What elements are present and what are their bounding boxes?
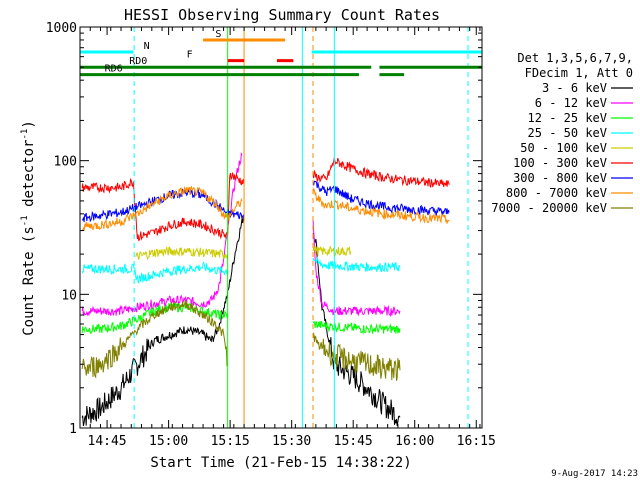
y-axis-label: Count Rate (s-1 detector-1) — [20, 120, 37, 336]
legend-label-800-7000-kev: 800 - 7000 keV — [506, 186, 607, 200]
series-7000-20000-kev — [81, 299, 401, 381]
series-line-12-25-kev-1 — [312, 321, 401, 335]
x-tick-label-3: 15:30 — [272, 434, 311, 449]
series-800-7000-kev — [81, 185, 450, 232]
series-line-6-12-kev-1 — [312, 218, 401, 318]
legend-label-7000-20000-kev: 7000 - 20000 keV — [491, 201, 607, 215]
legend-label-50-100-kev: 50 - 100 keV — [520, 141, 607, 155]
series-line-3-6-kev-0 — [81, 213, 245, 427]
legend: Det 1,3,5,6,7,9, FDecim 1, Att 0 3 - 6 k… — [491, 51, 633, 215]
plot-frame — [79, 26, 483, 429]
legend-label-300-800-kev: 300 - 800 keV — [513, 171, 607, 185]
x-tick-label-2: 15:15 — [211, 434, 250, 449]
y-axis-label-exp2: -1 — [20, 129, 30, 140]
series-25-50-kev — [81, 256, 401, 284]
y-axis-label-exp1: -1 — [20, 215, 30, 226]
series-300-800-kev — [81, 180, 450, 223]
y-tick-label-1: 10 — [61, 288, 77, 303]
legend-label-12-25-kev: 12 - 25 keV — [528, 111, 607, 125]
y-axis-label-mid: detector — [21, 140, 37, 216]
series-50-100-kev — [135, 245, 352, 261]
plot-area: N S F RD0 RD6 — [80, 27, 482, 428]
x-tick-label-5: 16:00 — [395, 434, 434, 449]
chart-title: HESSI Observing Summary Count Rates — [124, 6, 440, 24]
y-tick-label-0: 1 — [69, 422, 77, 437]
series-line-6-12-kev-0 — [81, 151, 243, 317]
legend-header-line-2: FDecim 1, Att 0 — [525, 66, 633, 80]
series-line-800-7000-kev-0 — [81, 185, 243, 232]
flag-bars: N S F RD0 RD6 — [80, 29, 482, 77]
flag-label-rd6: RD6 — [105, 64, 123, 75]
axes: 14:45 15:00 15:15 15:30 15:45 16:00 16:15 1 10 10… — [46, 21, 496, 449]
series-line-7000-20000-kev-1 — [312, 331, 401, 381]
legend-label-100-300-kev: 100 - 300 keV — [513, 156, 607, 170]
x-tick-label-4: 15:45 — [334, 434, 373, 449]
x-tick-label-0: 14:45 — [88, 434, 127, 449]
series-line-3-6-kev-1 — [312, 232, 401, 426]
y-axis-label-main: Count Rate (s — [21, 226, 37, 336]
series-line-25-50-kev-0 — [81, 261, 229, 284]
flag-label-rd0: RD0 — [129, 56, 147, 67]
flag-label-f: F — [187, 50, 193, 61]
series-line-25-50-kev-1 — [312, 256, 401, 273]
series-line-300-800-kev-0 — [81, 188, 245, 223]
series-6-12-kev — [81, 151, 401, 318]
y-tick-label-3: 1000 — [46, 21, 77, 36]
flag-label-s: S — [215, 29, 221, 40]
date-stamp: 9-Aug-2017 14:23 — [551, 469, 638, 479]
y-axis-label-end: ) — [21, 120, 37, 128]
series-line-50-100-kev-1 — [312, 245, 352, 257]
y-tick-label-2: 100 — [54, 155, 77, 170]
series-100-300-kev — [81, 157, 450, 242]
flag-label-n: N — [144, 41, 150, 52]
series-line-50-100-kev-0 — [135, 246, 229, 261]
vertical-markers — [133, 27, 469, 428]
x-tick-label-1: 15:00 — [149, 434, 188, 449]
series-line-300-800-kev-1 — [312, 180, 450, 216]
series-3-6-kev — [81, 213, 401, 427]
series-line-800-7000-kev-1 — [312, 187, 450, 224]
series-line-7000-20000-kev-0 — [81, 299, 229, 379]
x-axis-label: Start Time (21-Feb-15 14:38:22) — [150, 455, 411, 471]
legend-label-6-12-kev: 6 - 12 keV — [535, 96, 607, 110]
series-line-100-300-kev-1 — [312, 157, 450, 188]
series-line-100-300-kev-0 — [81, 172, 245, 242]
x-tick-label-6: 16:15 — [457, 434, 496, 449]
legend-label-3-6-kev: 3 - 6 keV — [542, 81, 607, 95]
legend-label-25-50-kev: 25 - 50 keV — [528, 126, 607, 140]
legend-header-line-1: Det 1,3,5,6,7,9, — [517, 51, 633, 65]
